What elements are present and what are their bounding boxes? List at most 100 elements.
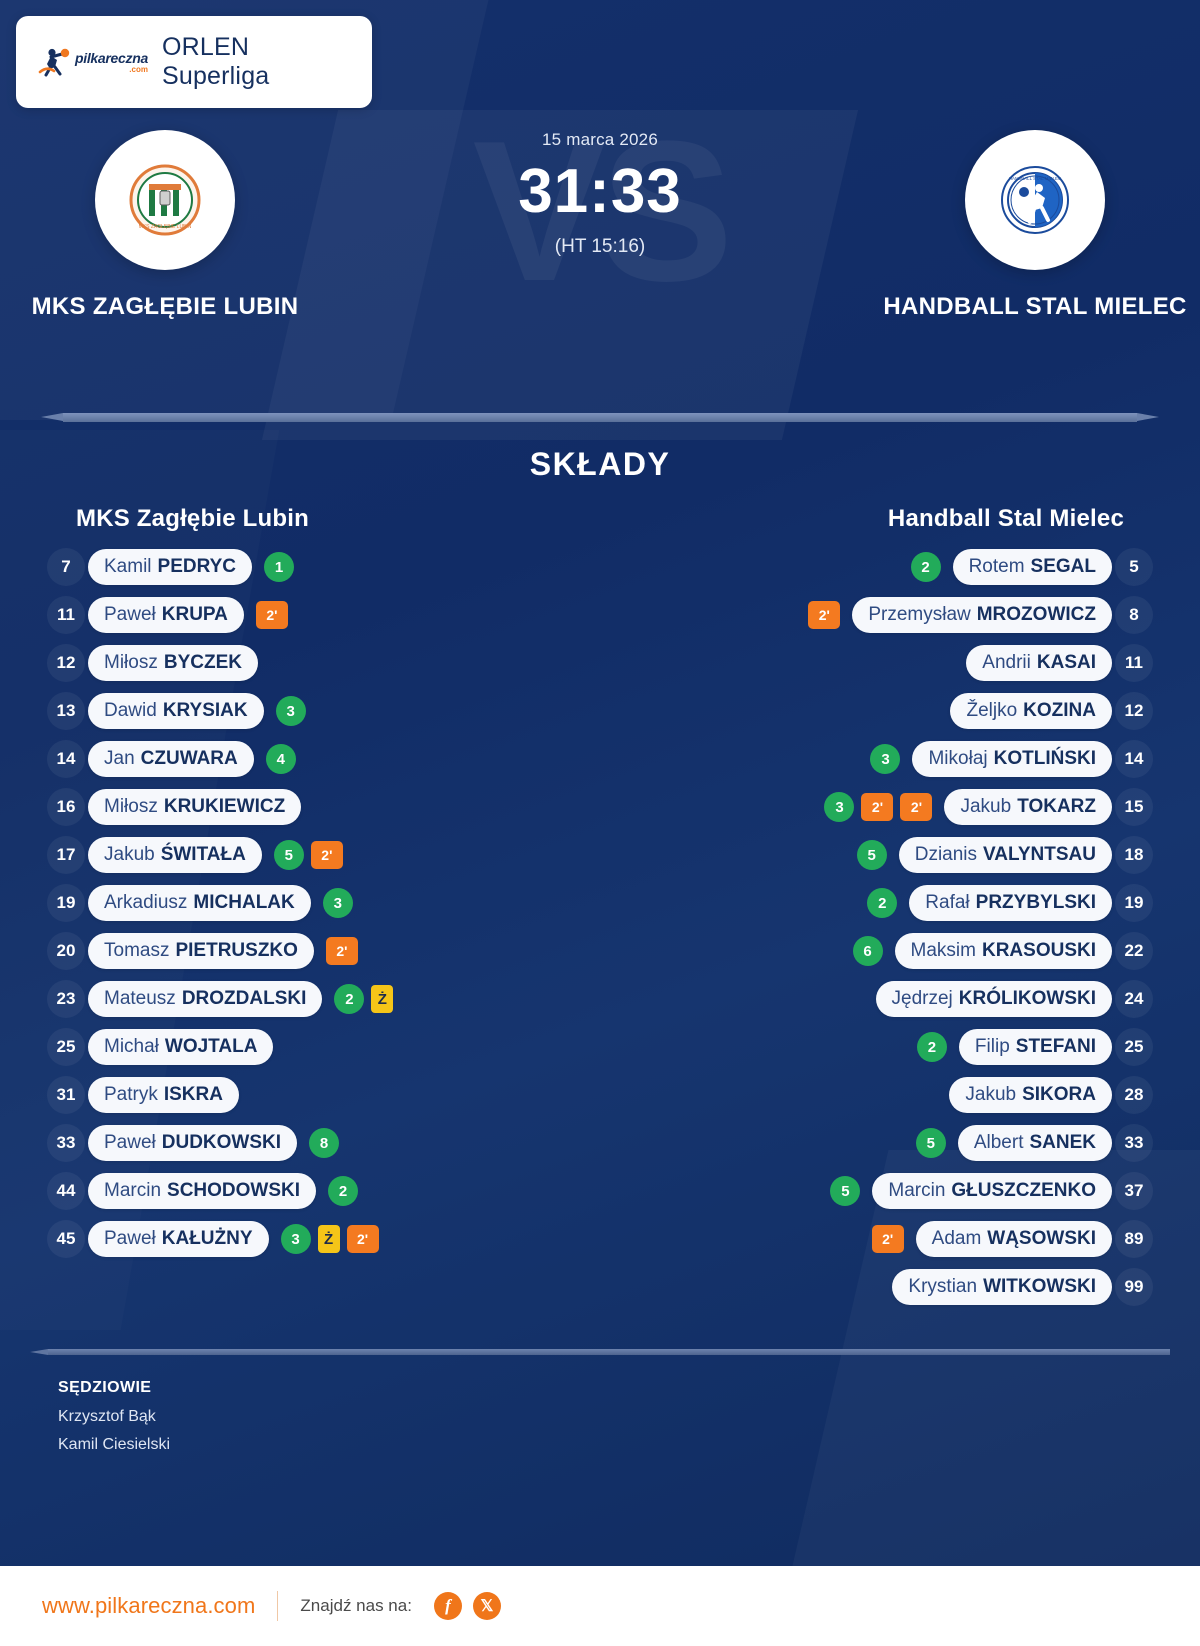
- final-score: 31:33: [518, 157, 682, 226]
- player-badges: 5: [856, 840, 887, 870]
- footer-separator: [277, 1591, 279, 1621]
- player-row[interactable]: 12 Miłosz BYCZEK: [44, 639, 564, 687]
- player-name-pill[interactable]: Jakub SIKORA: [949, 1077, 1112, 1113]
- away-lineup-column: Handball Stal Mielec 2 Rotem SEGAL 5 2' Przem…: [636, 505, 1156, 1311]
- player-row[interactable]: Andrii KASAI 11: [636, 639, 1156, 687]
- player-row[interactable]: 3 2' 2' Jakub TOKARZ 15: [636, 783, 1156, 831]
- player-name-pill[interactable]: Marcin SCHODOWSKI: [88, 1173, 317, 1209]
- player-name-pill[interactable]: Mateusz DROZDALSKI: [88, 981, 323, 1017]
- player-name-pill[interactable]: Albert SANEK: [957, 1125, 1112, 1161]
- player-name-pill[interactable]: Rotem SEGAL: [952, 549, 1112, 585]
- website-link[interactable]: www.pilkareczna.com: [42, 1593, 256, 1618]
- player-row[interactable]: 2' Adam WĄSOWSKI 89: [636, 1215, 1156, 1263]
- player-row[interactable]: Jędrzej KRÓLIKOWSKI 24: [636, 975, 1156, 1023]
- player-name-pill[interactable]: Jan CZUWARA: [88, 741, 254, 777]
- goals-badge: 3: [870, 744, 901, 774]
- player-given-name: Miłosz: [104, 796, 158, 817]
- player-name-pill[interactable]: Jędrzej KRÓLIKOWSKI: [875, 981, 1112, 1017]
- player-row[interactable]: 5 Dzianis VALYNTSAU 18: [636, 831, 1156, 879]
- player-badges: 8: [309, 1128, 340, 1158]
- player-name-pill[interactable]: Michał WOJTALA: [88, 1029, 274, 1065]
- yellow-card-badge: Ż: [317, 1225, 340, 1253]
- player-name-pill[interactable]: Maksim KRASOUSKI: [894, 933, 1112, 969]
- player-name-pill[interactable]: Przemysław MROZOWICZ: [852, 597, 1112, 633]
- player-row[interactable]: 19 Arkadiusz MICHALAK 3: [44, 879, 564, 927]
- player-row[interactable]: 17 Jakub ŚWITAŁA 5 2': [44, 831, 564, 879]
- player-row[interactable]: 5 Albert SANEK 33: [636, 1119, 1156, 1167]
- player-name-pill[interactable]: Miłosz KRUKIEWICZ: [88, 789, 302, 825]
- player-row[interactable]: 44 Marcin SCHODOWSKI 2: [44, 1167, 564, 1215]
- player-row[interactable]: 11 Paweł KRUPA 2': [44, 591, 564, 639]
- player-row[interactable]: 2 Filip STEFANI 25: [636, 1023, 1156, 1071]
- home-team-name: MKS ZAGŁĘBIE LUBIN: [31, 293, 299, 320]
- player-row[interactable]: 7 Kamil PEDRYC 1: [44, 543, 564, 591]
- player-row[interactable]: 31 Patryk ISKRA: [44, 1071, 564, 1119]
- player-surname: ŚWITAŁA: [160, 844, 246, 865]
- player-row[interactable]: Željko KOZINA 12: [636, 687, 1156, 735]
- player-name-pill[interactable]: Jakub TOKARZ: [944, 789, 1112, 825]
- facebook-icon[interactable]: f: [433, 1592, 462, 1620]
- player-name-pill[interactable]: Rafał PRZYBYLSKI: [909, 885, 1112, 921]
- player-name-pill[interactable]: Tomasz PIETRUSZKO: [88, 933, 314, 969]
- player-row[interactable]: 2' Przemysław MROZOWICZ 8: [636, 591, 1156, 639]
- player-name-pill[interactable]: Marcin GŁUSZCZENKO: [872, 1173, 1112, 1209]
- player-name-pill[interactable]: Dzianis VALYNTSAU: [898, 837, 1112, 873]
- player-row[interactable]: 6 Maksim KRASOUSKI 22: [636, 927, 1156, 975]
- shirt-number: 14: [44, 740, 88, 778]
- player-name-pill[interactable]: Paweł DUDKOWSKI: [88, 1125, 298, 1161]
- player-name-pill[interactable]: Jakub ŚWITAŁA: [88, 837, 262, 873]
- player-row[interactable]: 23 Mateusz DROZDALSKI 2 Ż: [44, 975, 564, 1023]
- x-twitter-icon[interactable]: 𝕏: [472, 1592, 501, 1620]
- player-name-pill[interactable]: Arkadiusz MICHALAK: [88, 885, 311, 921]
- player-given-name: Patryk: [104, 1084, 158, 1105]
- player-surname: DUDKOWSKI: [161, 1132, 282, 1153]
- player-name-pill[interactable]: Filip STEFANI: [958, 1029, 1112, 1065]
- mks-zaglebie-lubin-crest-icon: MKS ZAGŁĘBIE LUBIN: [129, 164, 201, 236]
- player-given-name: Jan: [104, 748, 135, 769]
- player-name-pill[interactable]: Patryk ISKRA: [88, 1077, 239, 1113]
- away-player-list: 2 Rotem SEGAL 5 2' Przemysław MROZOWICZ 8 Andrii…: [636, 543, 1156, 1311]
- suspension-badge: 2': [325, 937, 358, 965]
- player-row[interactable]: 2 Rotem SEGAL 5: [636, 543, 1156, 591]
- player-name-pill[interactable]: Željko KOZINA: [950, 693, 1112, 729]
- shirt-number: 16: [44, 788, 88, 826]
- player-name-pill[interactable]: Paweł KRUPA: [88, 597, 244, 633]
- player-name-pill[interactable]: Adam WĄSOWSKI: [915, 1221, 1112, 1257]
- player-name-pill[interactable]: Mikołaj KOTLIŃSKI: [912, 741, 1112, 777]
- league-name: ORLEN Superliga: [161, 33, 270, 90]
- shirt-number: 11: [1112, 644, 1156, 682]
- shirt-number: 20: [44, 932, 88, 970]
- pilkareczna-logo: pilkareczna .com: [38, 47, 148, 77]
- player-row[interactable]: 25 Michał WOJTALA: [44, 1023, 564, 1071]
- player-row[interactable]: 45 Paweł KAŁUŻNY 3 Ż 2': [44, 1215, 564, 1263]
- player-badges: 1: [264, 552, 294, 582]
- player-name-pill[interactable]: Miłosz BYCZEK: [88, 645, 258, 681]
- player-name-pill[interactable]: Krystian WITKOWSKI: [892, 1269, 1112, 1305]
- league-badge[interactable]: pilkareczna .com ORLEN Superliga: [16, 16, 372, 108]
- player-name-pill[interactable]: Dawid KRYSIAK: [88, 693, 264, 729]
- player-row[interactable]: 33 Paweł DUDKOWSKI 8: [44, 1119, 564, 1167]
- player-row[interactable]: 13 Dawid KRYSIAK 3: [44, 687, 564, 735]
- player-given-name: Marcin: [104, 1180, 162, 1201]
- player-name-pill[interactable]: Kamil PEDRYC: [88, 549, 252, 585]
- player-row[interactable]: 16 Miłosz KRUKIEWICZ: [44, 783, 564, 831]
- player-surname: KRUPA: [161, 604, 228, 625]
- lineups: MKS Zagłębie Lubin 7 Kamil PEDRYC 1 11 Paweł K…: [0, 483, 1200, 1311]
- player-row[interactable]: Krystian WITKOWSKI 99: [636, 1263, 1156, 1311]
- player-surname: TOKARZ: [1017, 796, 1096, 817]
- player-row[interactable]: Jakub SIKORA 28: [636, 1071, 1156, 1119]
- home-lineup-title: MKS Zagłębie Lubin: [76, 505, 309, 532]
- player-row[interactable]: 3 Mikołaj KOTLIŃSKI 14: [636, 735, 1156, 783]
- away-team-name: HANDBALL STAL MIELEC: [883, 293, 1187, 320]
- player-given-name: Michał: [104, 1036, 159, 1057]
- player-row[interactable]: 20 Tomasz PIETRUSZKO 2': [44, 927, 564, 975]
- player-name-pill[interactable]: Paweł KAŁUŻNY: [88, 1221, 269, 1257]
- player-row[interactable]: 5 Marcin GŁUSZCZENKO 37: [636, 1167, 1156, 1215]
- shirt-number: 12: [1112, 692, 1156, 730]
- goals-badge: 3: [322, 888, 353, 918]
- vs-watermark: VS: [472, 100, 734, 323]
- player-row[interactable]: 2 Rafał PRZYBYLSKI 19: [636, 879, 1156, 927]
- player-row[interactable]: 14 Jan CZUWARA 4: [44, 735, 564, 783]
- player-name-pill[interactable]: Andrii KASAI: [966, 645, 1112, 681]
